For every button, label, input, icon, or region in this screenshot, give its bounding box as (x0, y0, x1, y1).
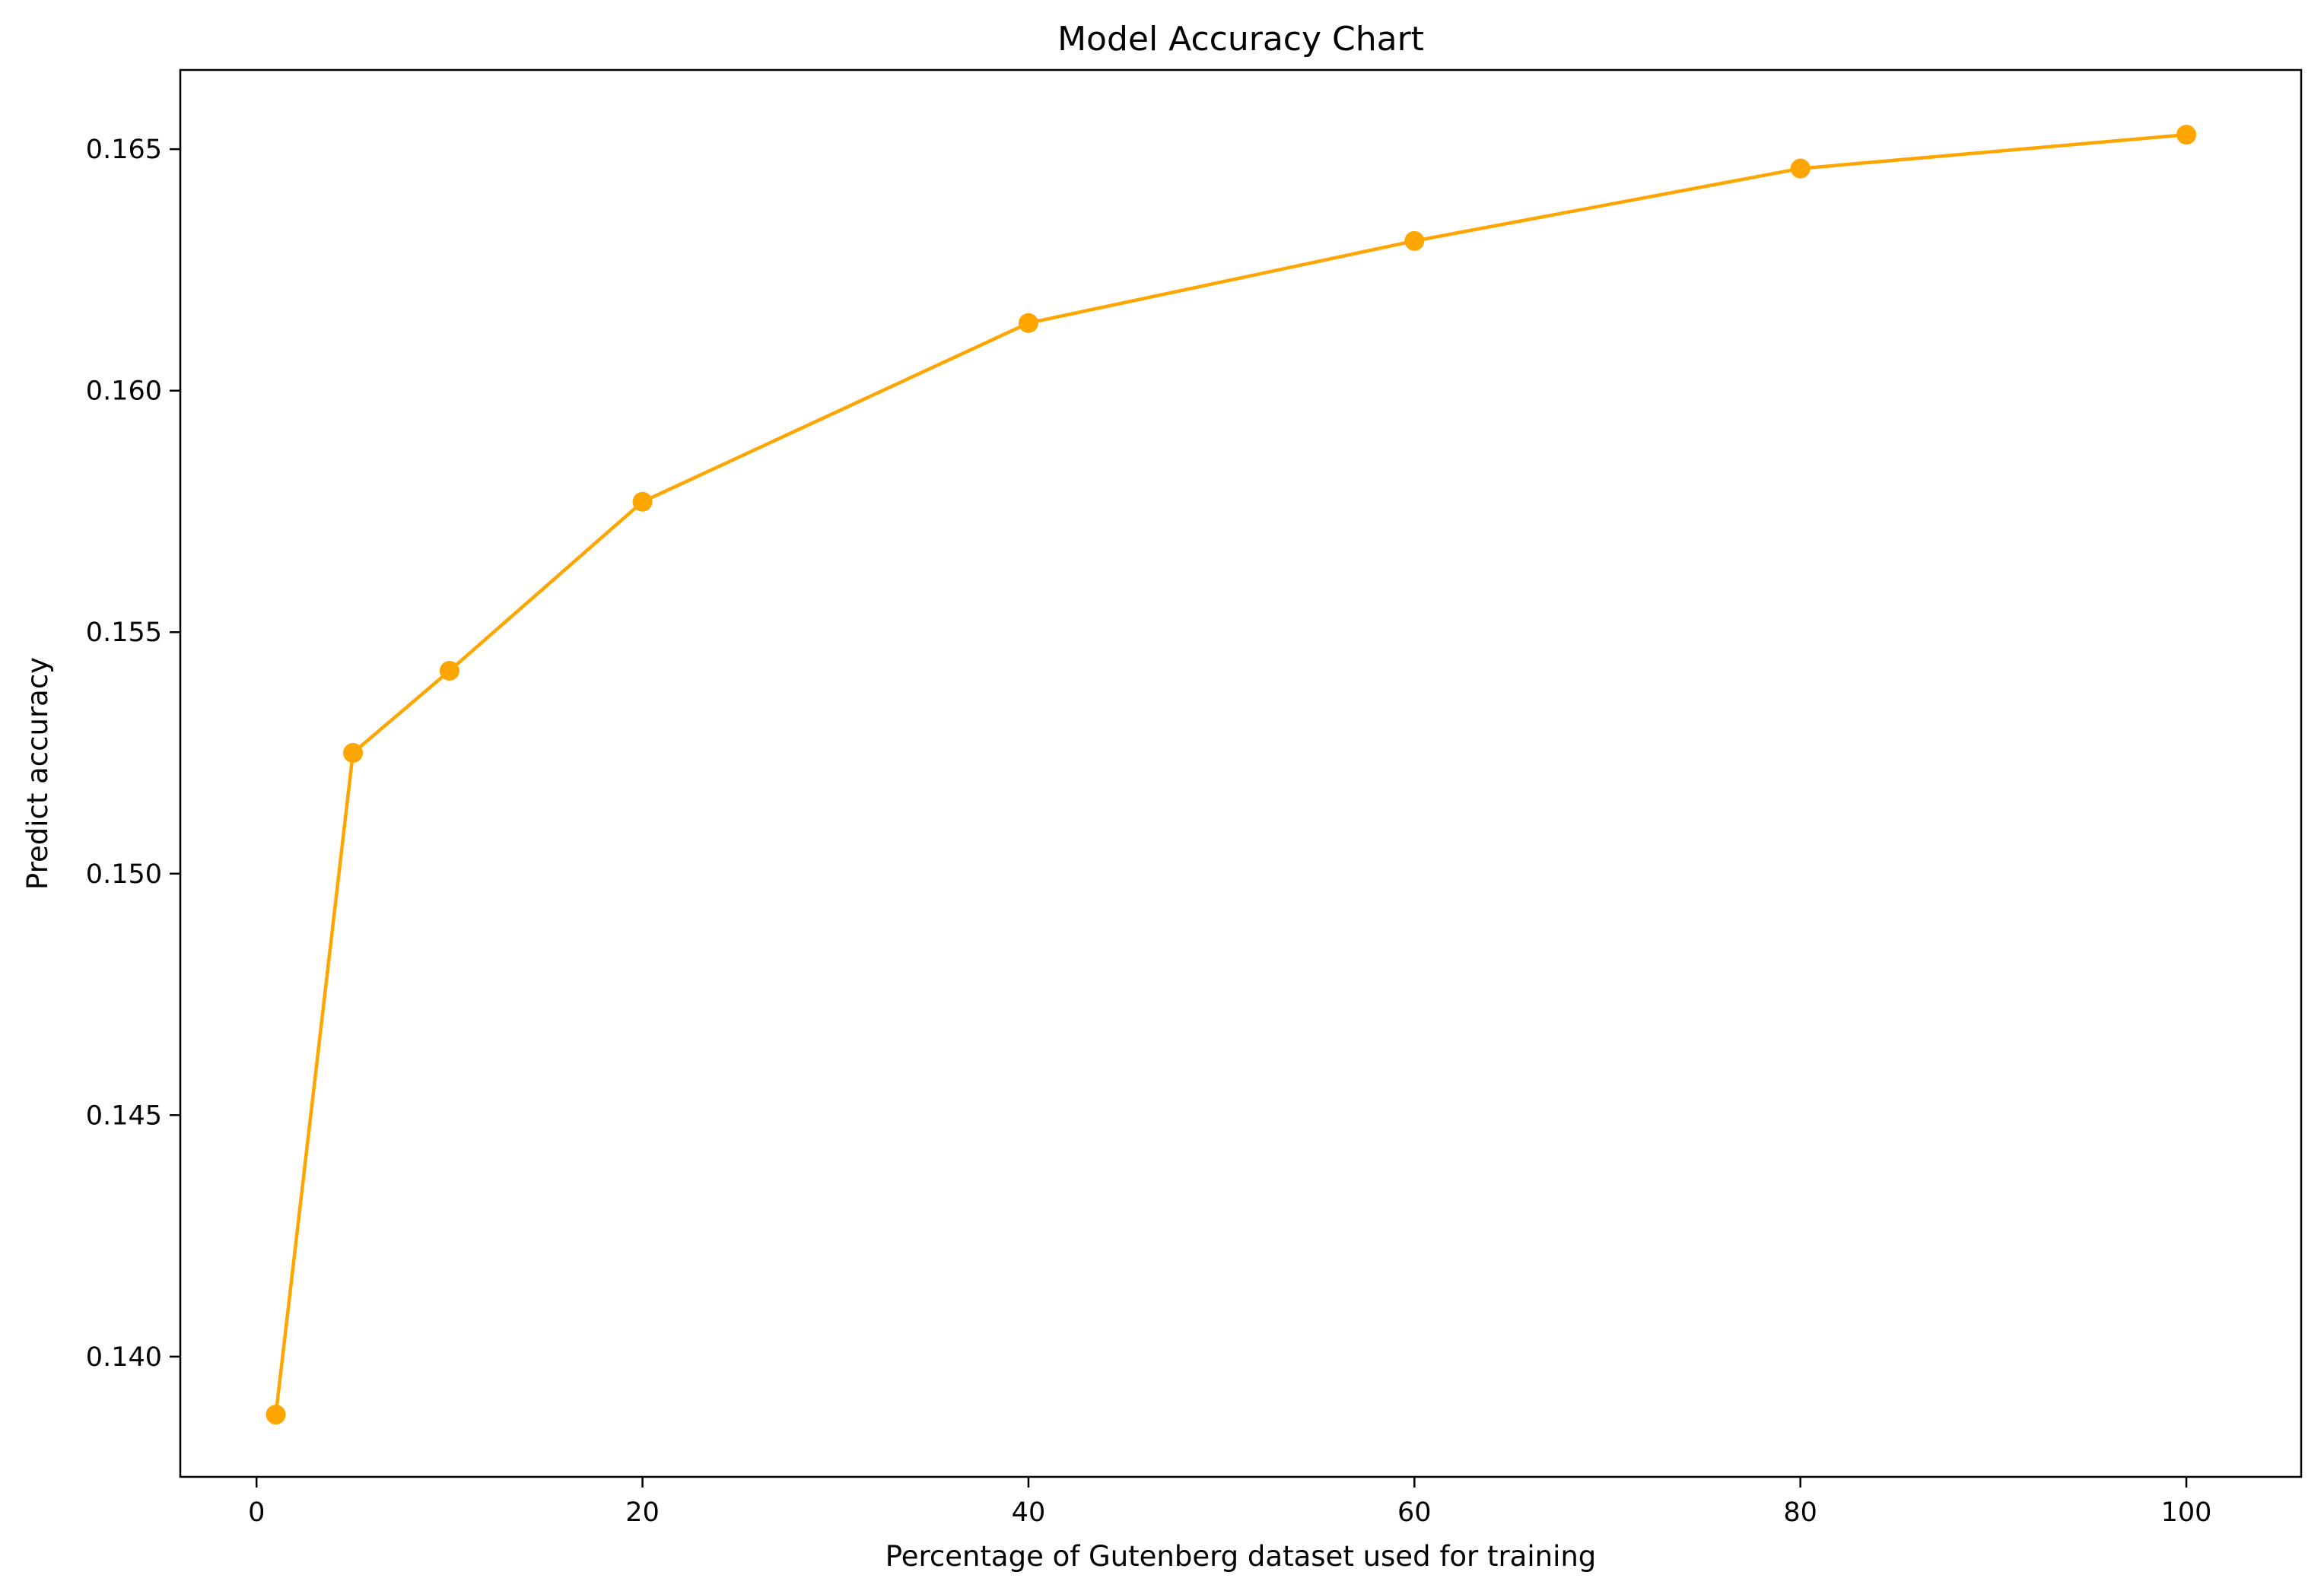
data-point (1404, 230, 1425, 251)
x-tick-label: 40 (1012, 1497, 1046, 1528)
data-point (632, 491, 653, 512)
y-tick-label: 0.140 (86, 1342, 162, 1373)
chart-title: Model Accuracy Chart (1057, 20, 1424, 59)
data-point (1790, 158, 1811, 179)
y-tick-label: 0.155 (86, 618, 162, 648)
series-line (274, 132, 2189, 1417)
y-axis-label: Predict accuracy (21, 657, 54, 890)
x-tick-label: 60 (1397, 1497, 1432, 1528)
plot-area (265, 125, 2197, 1425)
x-axis-label: Percentage of Gutenberg dataset used for… (885, 1540, 1597, 1573)
y-axis: 0.140 0.145 0.150 0.155 0.160 0.165 (86, 135, 180, 1373)
x-axis: 0 20 40 60 80 100 (248, 1477, 2211, 1528)
data-point (2176, 125, 2197, 145)
data-point (265, 1405, 286, 1425)
data-point (1018, 313, 1038, 333)
y-tick-label: 0.150 (86, 859, 162, 890)
y-tick-label: 0.145 (86, 1100, 162, 1131)
x-tick-label: 80 (1783, 1497, 1817, 1528)
y-tick-label: 0.165 (86, 135, 162, 165)
x-tick-label: 0 (248, 1497, 265, 1528)
axes-frame (179, 68, 2303, 1478)
y-tick-label: 0.160 (86, 376, 162, 407)
data-point (439, 661, 459, 681)
x-tick-label: 100 (2161, 1497, 2212, 1528)
x-tick-label: 20 (625, 1497, 660, 1528)
data-point (343, 743, 364, 764)
